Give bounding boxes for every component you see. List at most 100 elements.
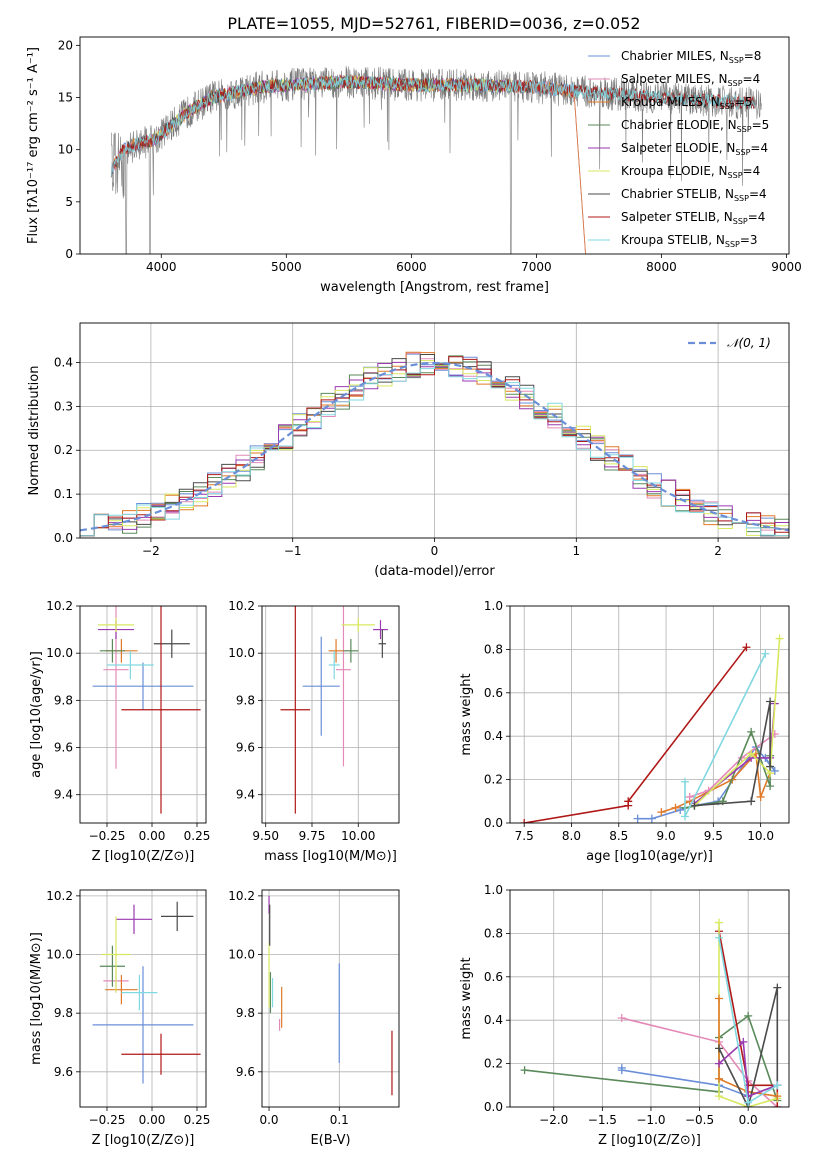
x-tick-label: −0.5 bbox=[685, 1113, 714, 1127]
series-line bbox=[689, 733, 776, 798]
y-tick-label: 10.2 bbox=[228, 889, 255, 903]
x-tick-label: 9000 bbox=[771, 260, 802, 274]
legend-label: Chabrier ELODIE, NSSP=5 bbox=[621, 118, 769, 134]
series-point bbox=[773, 1092, 782, 1101]
series-point bbox=[770, 766, 779, 775]
legend-model: Chabrier STELIB bbox=[621, 187, 717, 201]
x-tick-label: 8.5 bbox=[609, 829, 628, 843]
y-tick-label: 9.6 bbox=[54, 741, 73, 755]
x-tick-label: 9.75 bbox=[299, 829, 326, 843]
y-tick-label: 9.4 bbox=[54, 788, 73, 802]
legend-nssp-prefix: , N bbox=[716, 210, 733, 224]
legend-model: Kroupa MILES bbox=[621, 95, 703, 109]
x-axis-label: (data-model)/error bbox=[374, 564, 495, 579]
plot-area bbox=[510, 890, 789, 1107]
legend-nssp-sub: SSP bbox=[733, 217, 748, 226]
panel-residuals: −2 −1 0 1 2 0.0 0.1 0.2 0.3 0.4 (data-model)/error… bbox=[27, 322, 790, 579]
plot-area bbox=[262, 890, 399, 1107]
legend-nssp-eq: = bbox=[750, 141, 760, 155]
y-axis-label: Normed distribution bbox=[27, 366, 42, 496]
series-point bbox=[761, 649, 770, 658]
errorbar-kroupa-stelib bbox=[328, 650, 340, 680]
errorbar-kroupa-stelib bbox=[121, 975, 158, 1011]
series-point bbox=[647, 814, 656, 823]
y-tick-label: 0.3 bbox=[54, 399, 73, 413]
legend-nssp-prefix: , N bbox=[712, 49, 729, 63]
y-tick-label: 0.1 bbox=[54, 487, 73, 501]
errorbar-kroupa-miles bbox=[328, 639, 344, 663]
series-salpeter-miles bbox=[685, 730, 779, 801]
y-tick-label: 10.2 bbox=[46, 889, 73, 903]
legend-nssp-sub: SSP bbox=[734, 194, 749, 203]
errorbar-chabrier-stelib bbox=[153, 629, 190, 658]
x-tick-label: 0.0 bbox=[259, 1113, 278, 1127]
x-axis-label: E(B-V) bbox=[310, 1133, 350, 1148]
x-tick-label: 9.50 bbox=[252, 829, 279, 843]
legend-nssp-eq: = bbox=[748, 210, 758, 224]
errorbar-salpeter-elodie bbox=[373, 620, 388, 640]
legend-label: Chabrier STELIB, NSSP=4 bbox=[621, 187, 767, 203]
y-tick-label: 10.0 bbox=[228, 948, 255, 962]
panel-massweight_vs_age: 7.5 8.0 8.5 9.0 9.5 10.0 0.0 0.2 0.4 0.6 0.8 1.0 age… bbox=[459, 599, 790, 864]
series-point bbox=[747, 749, 756, 758]
y-tick-label: 0.4 bbox=[54, 355, 73, 369]
series-point bbox=[744, 1098, 753, 1107]
series-point bbox=[690, 801, 699, 810]
errorbar-kroupa-elodie bbox=[98, 617, 134, 632]
y-tick-label: 9.8 bbox=[236, 1006, 255, 1020]
legend-nssp-sub: SSP bbox=[720, 102, 735, 111]
legend-nssp-sub: SSP bbox=[735, 148, 750, 157]
x-tick-label: 8000 bbox=[646, 260, 677, 274]
legend-model: Chabrier ELODIE bbox=[621, 118, 720, 132]
x-tick-label: 9.0 bbox=[657, 829, 676, 843]
legend-nssp-prefix: , N bbox=[711, 72, 728, 86]
legend-nssp-eq: = bbox=[744, 49, 754, 63]
x-axis-label: mass [log10(M/M⊙)] bbox=[264, 849, 397, 864]
y-tick-label: 1.0 bbox=[484, 599, 503, 613]
legend-label: Kroupa ELODIE, NSSP=4 bbox=[621, 164, 760, 180]
x-tick-label: 7000 bbox=[521, 260, 552, 274]
errorbar-chabrier-elodie bbox=[99, 639, 125, 663]
series-kroupa-stelib bbox=[715, 933, 782, 1107]
grid bbox=[262, 606, 399, 823]
legend-nssp: 4 bbox=[753, 72, 761, 86]
errorbar-chabrier-elodie bbox=[99, 945, 125, 987]
x-tick-label: −1 bbox=[284, 544, 302, 558]
y-axis-label: mass [log10(M/M⊙)] bbox=[29, 932, 44, 1065]
series-point bbox=[766, 782, 775, 791]
series-line bbox=[718, 987, 779, 1107]
legend-model: Salpeter MILES bbox=[621, 72, 711, 86]
axes-frame bbox=[79, 605, 207, 824]
series-line bbox=[693, 703, 776, 805]
legend-nssp-prefix: , N bbox=[719, 141, 736, 155]
series-kroupa-stelib bbox=[680, 649, 770, 821]
legend-nssp-eq: = bbox=[743, 164, 753, 178]
errorbar-chabrier-stelib bbox=[161, 901, 194, 932]
errorbar-chabrier-elodie bbox=[343, 639, 359, 663]
legend-nssp-sub: SSP bbox=[737, 125, 752, 134]
x-tick-label: 0.0 bbox=[739, 1113, 758, 1127]
series-line bbox=[693, 638, 781, 807]
x-tick-label: −1.5 bbox=[588, 1113, 617, 1127]
y-axis-label: mass weight bbox=[459, 957, 474, 1039]
y-tick-label: 0.2 bbox=[54, 443, 73, 457]
legend-nssp: 4 bbox=[759, 187, 767, 201]
panel-massweight_vs_Z: −2.0 −1.5 −1.0 −0.5 0.0 0.0 0.2 0.4 0.6 0.8 1.0 Z [… bbox=[459, 883, 790, 1148]
series-point bbox=[624, 797, 633, 806]
errorbar-salpeter-stelib bbox=[121, 1033, 201, 1075]
x-tick-label: 6000 bbox=[396, 260, 427, 274]
y-axis-label: age [log10(age/yr)] bbox=[29, 651, 44, 778]
y-tick-label: 0.4 bbox=[484, 1013, 503, 1027]
y-tick-label: 15 bbox=[58, 91, 73, 105]
x-tick-label: 10.0 bbox=[747, 829, 774, 843]
y-tick-label: 0.4 bbox=[484, 729, 503, 743]
legend-label: Kroupa MILES, NSSP=5 bbox=[621, 95, 752, 111]
y-tick-label: 9.6 bbox=[54, 1065, 73, 1079]
x-axis-label: Z [log10(Z/Z⊙)] bbox=[92, 1133, 195, 1148]
histogram-kroupa-stelib bbox=[80, 362, 789, 537]
x-tick-label: 0.1 bbox=[330, 1113, 349, 1127]
legend-nssp-eq: = bbox=[752, 118, 762, 132]
x-tick-label: 0.25 bbox=[184, 1113, 211, 1127]
panel-mass_vs_ebv: 0.0 0.1 9.6 9.8 10.0 10.2 E(B-V) bbox=[228, 889, 400, 1148]
